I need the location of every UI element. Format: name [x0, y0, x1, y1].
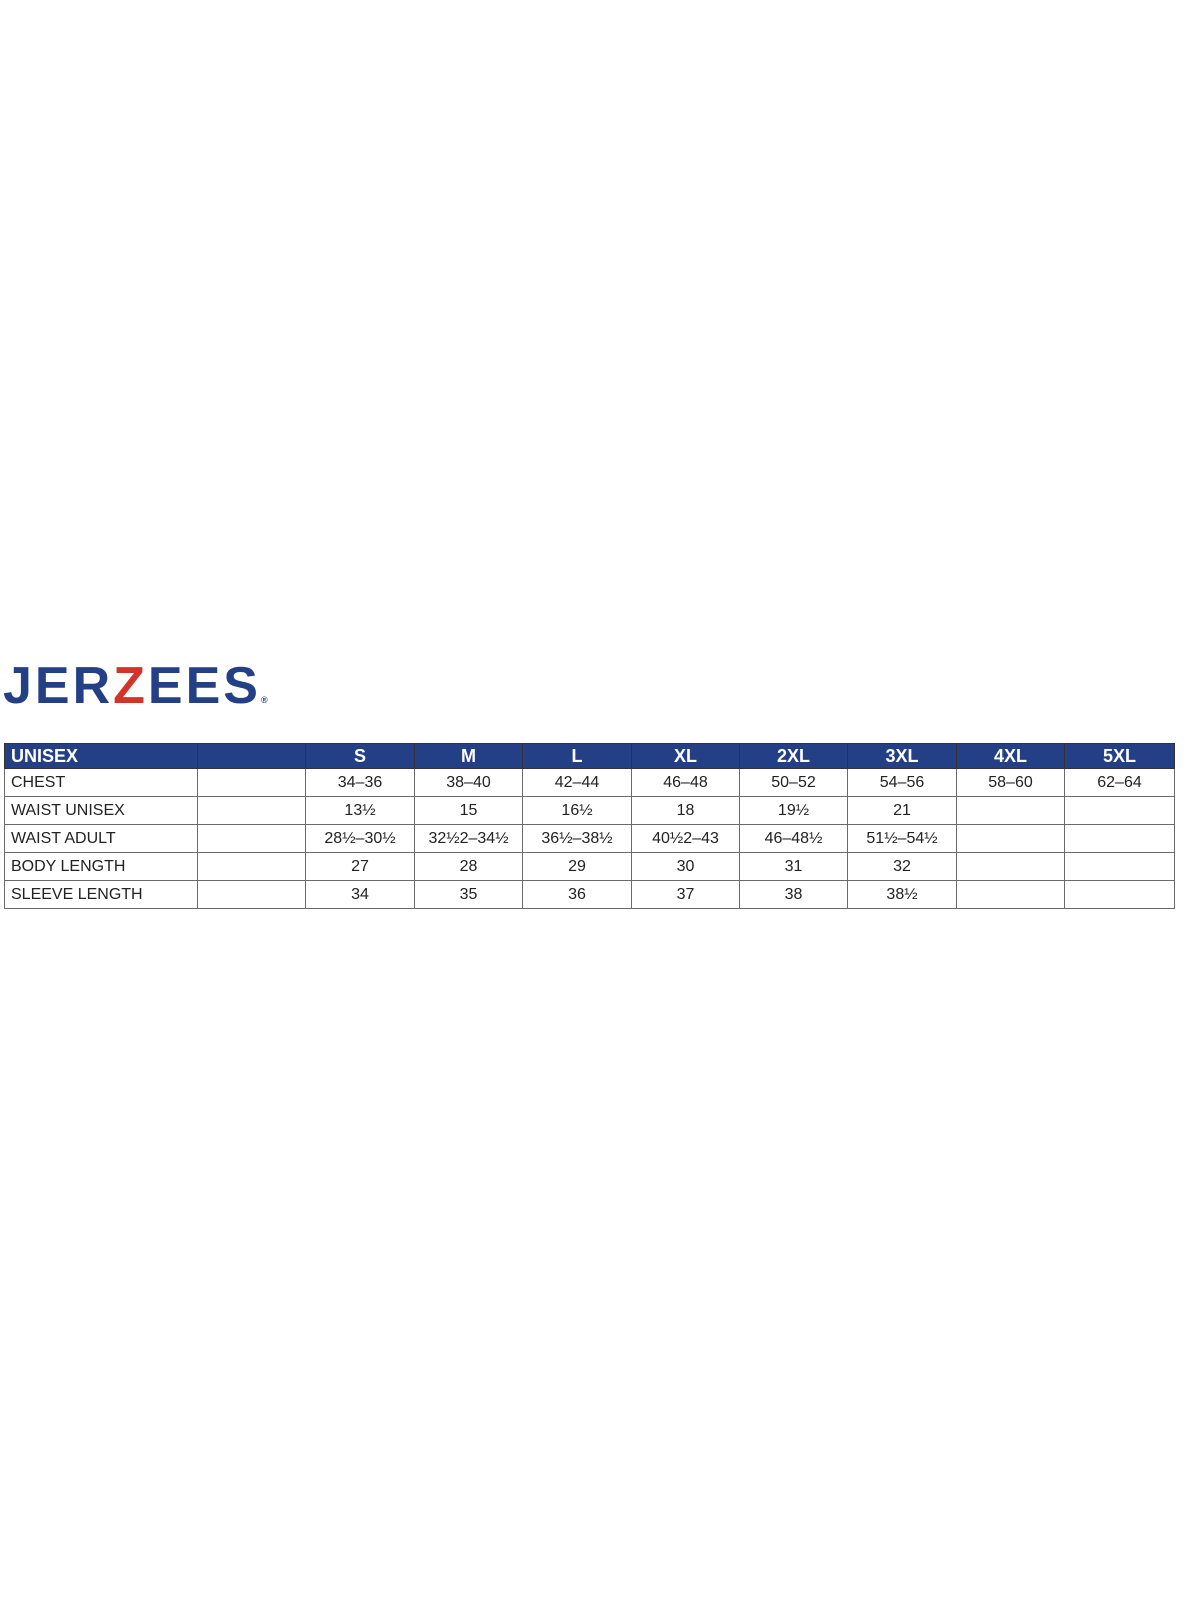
measurement-cell: 28: [414, 852, 523, 881]
row-label: WAIST UNISEX: [4, 796, 198, 825]
measurement-cell: 32½2–34½: [414, 824, 523, 853]
logo-accent-letter: Z: [113, 657, 148, 715]
measurement-cell: 34: [305, 880, 415, 909]
row-label: CHEST: [4, 768, 198, 797]
measurement-cell: 36½–38½: [522, 824, 632, 853]
size-header: M: [414, 743, 523, 769]
measurement-cell: 38–40: [414, 768, 523, 797]
size-header: L: [522, 743, 632, 769]
measurement-cell: [1064, 796, 1175, 825]
size-header: 5XL: [1064, 743, 1175, 769]
measurement-cell: 46–48½: [739, 824, 848, 853]
measurement-cell: 21: [847, 796, 957, 825]
measurement-cell: 27: [305, 852, 415, 881]
measurement-cell: 30: [631, 852, 740, 881]
measurement-cell: 50–52: [739, 768, 848, 797]
measurement-cell: 37: [631, 880, 740, 909]
measurement-cell: 16½: [522, 796, 632, 825]
row-label: BODY LENGTH: [4, 852, 198, 881]
measurement-cell: [956, 796, 1065, 825]
row-label: WAIST ADULT: [4, 824, 198, 853]
empty-cell: [197, 768, 306, 797]
measurement-cell: 38: [739, 880, 848, 909]
measurement-cell: [1064, 852, 1175, 881]
size-header: 2XL: [739, 743, 848, 769]
measurement-cell: [956, 852, 1065, 881]
measurement-cell: 36: [522, 880, 632, 909]
size-header: XL: [631, 743, 740, 769]
measurement-cell: [956, 824, 1065, 853]
empty-cell: [197, 796, 306, 825]
measurement-cell: 40½2–43: [631, 824, 740, 853]
jerzees-logo: JERZEES®: [3, 660, 268, 726]
measurement-cell: 18: [631, 796, 740, 825]
header-row: UNISEX S M L XL 2XL 3XL 4XL 5XL: [4, 743, 1175, 769]
size-header: S: [305, 743, 415, 769]
measurement-cell: 32: [847, 852, 957, 881]
measurement-cell: 13½: [305, 796, 415, 825]
logo-text: EES: [147, 657, 261, 715]
table-row: WAIST UNISEX 13½ 15 16½ 18 19½ 21: [4, 796, 1175, 825]
measurement-cell: 46–48: [631, 768, 740, 797]
logo-text: JER: [3, 657, 114, 715]
measurement-cell: [956, 880, 1065, 909]
measurement-cell: 62–64: [1064, 768, 1175, 797]
size-chart-table: UNISEX S M L XL 2XL 3XL 4XL 5XL CHEST 34–36 38–40 4…: [4, 743, 1175, 909]
measurement-cell: 54–56: [847, 768, 957, 797]
table-title: UNISEX: [4, 743, 198, 769]
measurement-cell: 42–44: [522, 768, 632, 797]
measurement-cell: [1064, 880, 1175, 909]
table-row: CHEST 34–36 38–40 42–44 46–48 50–52 54–56 58–60…: [4, 768, 1175, 797]
empty-cell: [197, 824, 306, 853]
row-label: SLEEVE LENGTH: [4, 880, 198, 909]
measurement-cell: 15: [414, 796, 523, 825]
size-header: [197, 743, 306, 769]
measurement-cell: 34–36: [305, 768, 415, 797]
measurement-cell: 19½: [739, 796, 848, 825]
table-row: BODY LENGTH 27 28 29 30 31 32: [4, 852, 1175, 881]
size-header: 3XL: [847, 743, 957, 769]
measurement-cell: [1064, 824, 1175, 853]
registered-mark: ®: [260, 695, 268, 705]
measurement-cell: 31: [739, 852, 848, 881]
size-header: 4XL: [956, 743, 1065, 769]
empty-cell: [197, 880, 306, 909]
measurement-cell: 58–60: [956, 768, 1065, 797]
table-row: SLEEVE LENGTH 34 35 36 37 38 38½: [4, 880, 1175, 909]
table-row: WAIST ADULT 28½–30½ 32½2–34½ 36½–38½ 40½2–43…: [4, 824, 1175, 853]
measurement-cell: 35: [414, 880, 523, 909]
measurement-cell: 38½: [847, 880, 957, 909]
measurement-cell: 29: [522, 852, 632, 881]
measurement-cell: 51½–54½: [847, 824, 957, 853]
measurement-cell: 28½–30½: [305, 824, 415, 853]
empty-cell: [197, 852, 306, 881]
